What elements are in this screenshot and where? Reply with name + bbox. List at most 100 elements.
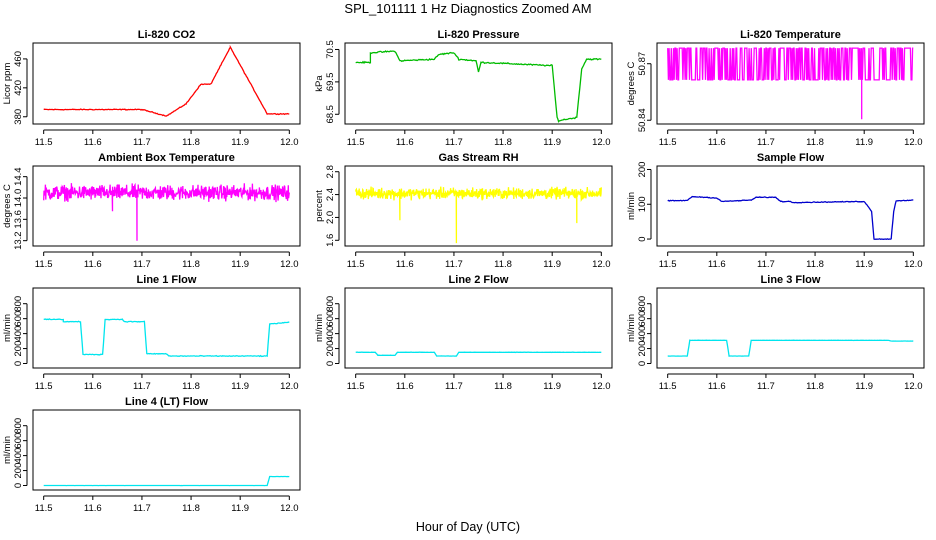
y-axis-label: Licor ppm bbox=[2, 63, 13, 105]
figure-x-axis-label: Hour of Day (UTC) bbox=[416, 520, 520, 534]
x-tick-label: 11.7 bbox=[757, 259, 775, 270]
x-tick-label: 12.0 bbox=[592, 259, 611, 270]
x-tick-label: 11.5 bbox=[659, 137, 677, 148]
y-tick-label: 13.2 bbox=[13, 231, 24, 250]
series-line bbox=[43, 182, 290, 241]
x-tick-label: 12.0 bbox=[280, 137, 299, 148]
x-tick-label: 12.0 bbox=[592, 137, 611, 148]
y-tick-label: 0 bbox=[325, 361, 336, 366]
x-tick-label: 12.0 bbox=[280, 259, 299, 270]
y-tick-label: 200 bbox=[637, 341, 648, 357]
x-tick-label: 11.7 bbox=[757, 137, 775, 148]
x-tick-label: 12.0 bbox=[904, 381, 923, 392]
x-tick-label: 11.9 bbox=[231, 259, 249, 270]
y-tick-label: 1.6 bbox=[325, 234, 336, 247]
y-tick-label: 600 bbox=[325, 311, 336, 327]
x-tick-label: 11.5 bbox=[35, 381, 53, 392]
x-tick-label: 11.6 bbox=[708, 381, 726, 392]
x-tick-label: 11.7 bbox=[133, 137, 151, 148]
y-axis-label: ml/min bbox=[2, 436, 13, 464]
series-line bbox=[667, 339, 914, 357]
panel-title: Gas Stream RH bbox=[438, 152, 518, 164]
plot-frame bbox=[32, 42, 301, 125]
x-tick-label: 11.6 bbox=[708, 259, 726, 270]
y-tick-label: 600 bbox=[13, 311, 24, 327]
x-tick-label: 11.7 bbox=[133, 381, 151, 392]
panel-9: Line 3 Flow ml/min 11.5 11.6 11.7 11.8 11.9 12.… bbox=[626, 274, 925, 392]
x-tick-label: 11.8 bbox=[182, 503, 200, 514]
panel-7: Line 1 Flow ml/min 11.5 11.6 11.7 11.8 11.9 12.… bbox=[2, 274, 301, 392]
x-tick-label: 11.9 bbox=[543, 259, 561, 270]
y-tick-label: 100 bbox=[637, 196, 648, 212]
x-tick-label: 11.7 bbox=[133, 503, 151, 514]
x-tick-label: 11.5 bbox=[347, 259, 365, 270]
y-tick-label: 200 bbox=[325, 341, 336, 357]
x-tick-label: 11.7 bbox=[445, 137, 463, 148]
panel-title: Ambient Box Temperature bbox=[98, 152, 235, 164]
x-tick-label: 12.0 bbox=[280, 503, 299, 514]
x-tick-label: 11.8 bbox=[806, 381, 824, 392]
x-tick-label: 11.9 bbox=[855, 381, 873, 392]
y-tick-label: 400 bbox=[13, 448, 24, 464]
y-axis-label: percent bbox=[314, 190, 325, 222]
x-tick-label: 11.8 bbox=[182, 259, 200, 270]
plot-frame bbox=[32, 409, 301, 491]
y-tick-label: 600 bbox=[637, 311, 648, 327]
x-tick-label: 11.6 bbox=[708, 137, 726, 148]
y-tick-label: 0 bbox=[13, 361, 24, 366]
y-tick-label: 68.5 bbox=[325, 105, 336, 124]
y-tick-label: 2.0 bbox=[325, 211, 336, 224]
series-line bbox=[43, 44, 290, 117]
x-tick-label: 11.9 bbox=[231, 381, 249, 392]
x-tick-label: 11.6 bbox=[396, 259, 414, 270]
y-tick-label: 14.0 bbox=[13, 189, 24, 208]
x-tick-label: 11.8 bbox=[806, 137, 824, 148]
y-axis-label: ml/min bbox=[2, 314, 13, 342]
figure-title: SPL_101111 1 Hz Diagnostics Zoomed AM bbox=[344, 1, 591, 16]
x-tick-label: 11.6 bbox=[84, 503, 102, 514]
y-tick-label: 800 bbox=[13, 296, 24, 312]
x-tick-label: 11.7 bbox=[133, 259, 151, 270]
series-line bbox=[355, 50, 602, 123]
plot-frame bbox=[32, 287, 301, 369]
panel-title: Line 3 Flow bbox=[761, 274, 821, 286]
x-tick-label: 11.9 bbox=[855, 259, 873, 270]
panel-title: Li-820 Pressure bbox=[438, 29, 520, 41]
x-tick-label: 11.8 bbox=[494, 381, 512, 392]
series-line bbox=[43, 475, 290, 487]
y-tick-label: 2.8 bbox=[325, 165, 336, 178]
x-tick-label: 11.5 bbox=[347, 381, 365, 392]
panel-2: Li-820 Pressure kPa 11.5 11.6 11.7 11.8 11.9 12… bbox=[314, 29, 613, 148]
x-tick-label: 11.5 bbox=[659, 381, 677, 392]
y-tick-label: 800 bbox=[637, 296, 648, 312]
y-axis-label: ml/min bbox=[314, 314, 325, 342]
series-line bbox=[667, 47, 914, 120]
y-tick-label: 800 bbox=[325, 296, 336, 312]
y-tick-label: 400 bbox=[637, 326, 648, 342]
x-tick-label: 12.0 bbox=[592, 381, 611, 392]
y-tick-label: 0 bbox=[637, 236, 648, 241]
x-tick-label: 11.8 bbox=[182, 137, 200, 148]
x-tick-label: 11.6 bbox=[396, 381, 414, 392]
y-tick-label: 400 bbox=[325, 326, 336, 342]
panel-5: Gas Stream RH percent 11.5 11.6 11.7 11.8 11.9… bbox=[314, 152, 613, 270]
panel-title: Li-820 CO2 bbox=[138, 29, 195, 41]
y-tick-label: 380 bbox=[13, 109, 24, 125]
x-tick-label: 11.5 bbox=[35, 503, 53, 514]
x-tick-label: 11.9 bbox=[855, 137, 873, 148]
x-tick-label: 11.9 bbox=[231, 137, 249, 148]
panel-3: Li-820 Temperature degrees C 11.5 11.6 11.7 1… bbox=[626, 29, 925, 148]
panel-title: Li-820 Temperature bbox=[740, 29, 841, 41]
y-axis-label: ml/min bbox=[626, 192, 637, 220]
series-line bbox=[43, 318, 290, 358]
x-tick-label: 11.5 bbox=[659, 259, 677, 270]
y-tick-label: 400 bbox=[13, 326, 24, 342]
panel-title: Line 1 Flow bbox=[137, 274, 197, 286]
y-tick-label: 14.4 bbox=[13, 167, 24, 186]
x-tick-label: 11.5 bbox=[35, 259, 53, 270]
x-tick-label: 11.8 bbox=[494, 259, 512, 270]
plot-frame bbox=[32, 165, 301, 247]
y-tick-label: 0 bbox=[13, 483, 24, 488]
plot-frame bbox=[344, 165, 613, 247]
plot-frame bbox=[656, 165, 925, 247]
